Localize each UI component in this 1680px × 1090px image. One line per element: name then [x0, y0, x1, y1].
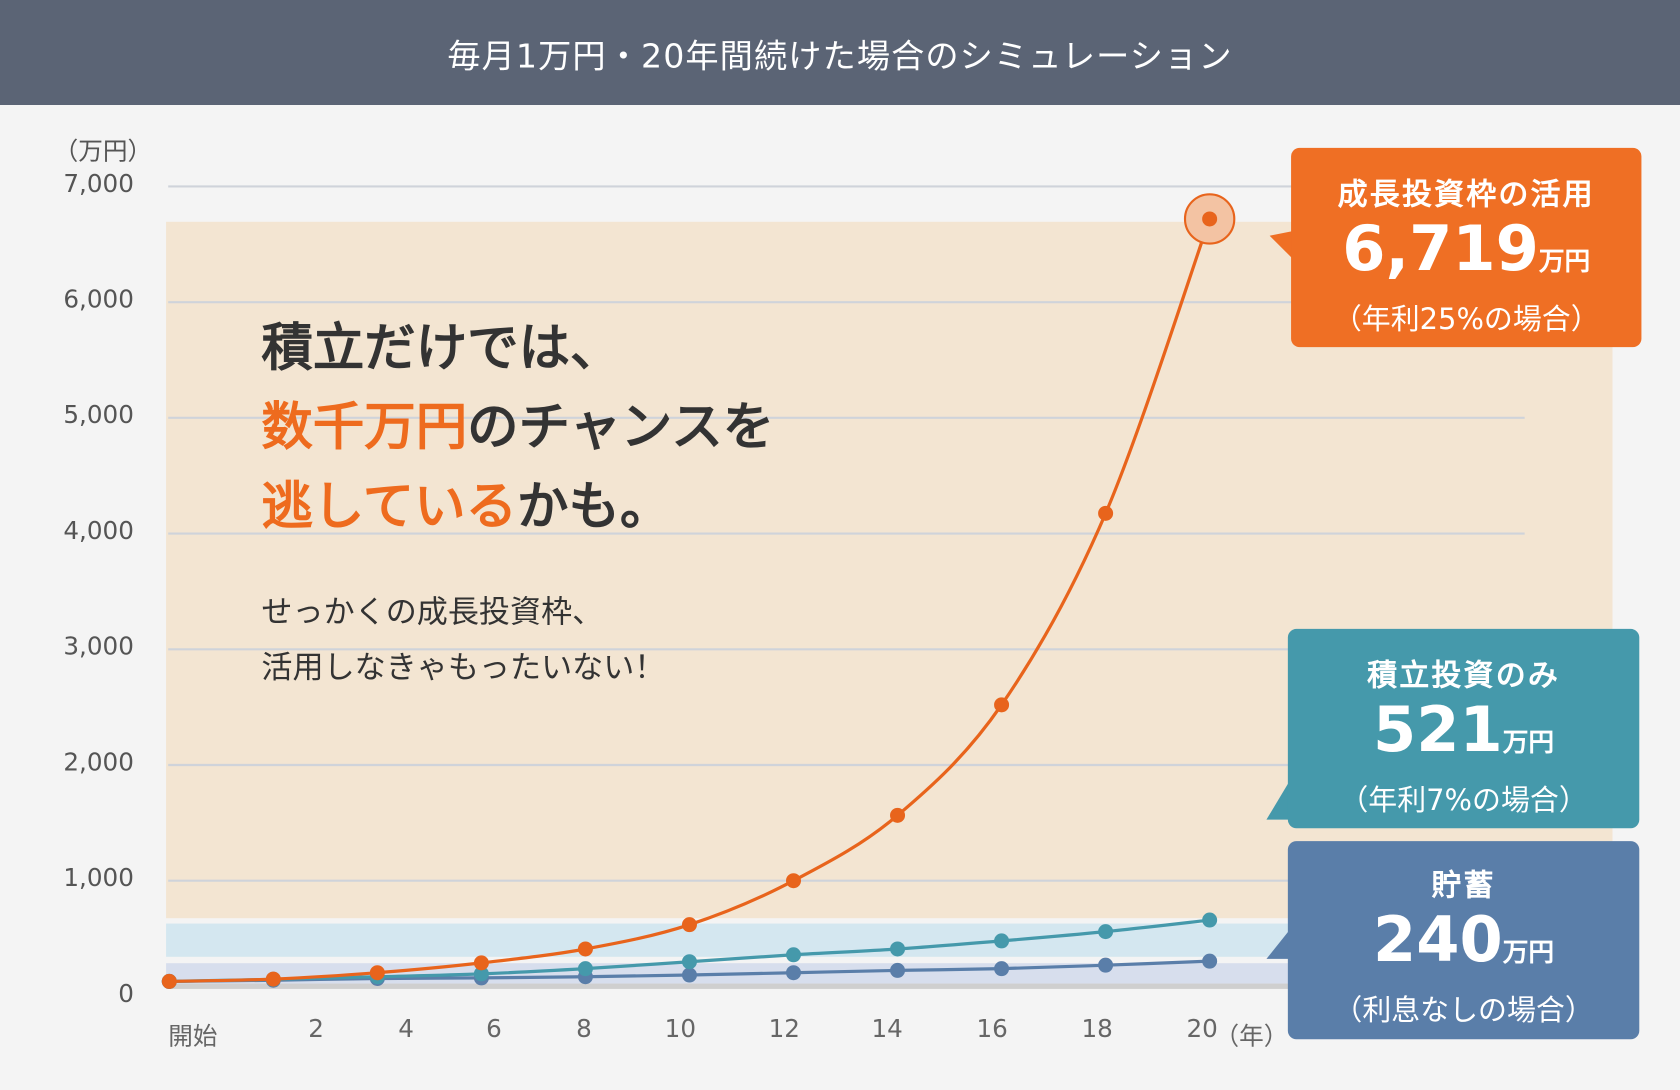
data-point: [681, 967, 697, 983]
y-tick-label: 0: [118, 980, 134, 1009]
callout-tail-growth: [1269, 230, 1297, 263]
callout-value: 240: [1372, 903, 1503, 977]
y-tick-label: 7,000: [63, 170, 134, 199]
x-tick-label: 10: [664, 1015, 697, 1044]
x-tick-label: 6: [486, 1015, 502, 1044]
headline-line-3: かも。: [517, 476, 672, 537]
data-point: [1202, 953, 1218, 969]
baseline-band: [166, 983, 1292, 989]
data-point: [577, 961, 593, 977]
x-tick-label: 12: [768, 1015, 800, 1044]
data-point: [473, 955, 489, 971]
data-point: [1202, 912, 1218, 928]
data-point: [1098, 505, 1114, 521]
x-tick-label: 2: [308, 1015, 324, 1044]
subtext: せっかくの成長投資枠、 活用しなきゃもったいない！: [261, 584, 665, 695]
x-axis-unit: （年）: [1214, 1023, 1289, 1052]
callout-note: （年利7%の場合）: [1339, 784, 1588, 818]
callout-value: 6,719: [1342, 212, 1539, 286]
headline-line-1: 積立だけでは、: [261, 318, 622, 379]
y-tick-label: 1,000: [63, 864, 134, 893]
data-point: [1202, 211, 1218, 227]
data-point: [890, 941, 906, 957]
series-line-0: [169, 218, 1212, 983]
x-tick-label: 14: [871, 1015, 903, 1044]
data-point: [161, 973, 177, 989]
callout-unit: 万円: [1502, 937, 1555, 968]
data-point: [681, 917, 697, 933]
x-tick-label: 20: [1186, 1015, 1218, 1044]
data-point: [369, 965, 385, 981]
headline: 積立だけでは、 数千万円のチャンスを 逃しているかも。: [261, 309, 774, 547]
x-tick-label: 開始: [168, 1023, 218, 1052]
x-tick-label: 4: [398, 1015, 414, 1044]
callout-growth: 成長投資枠の活用 6,719万円 （年利25%の場合）: [1291, 147, 1642, 348]
data-point: [265, 971, 281, 987]
callout-tail-savings: [1266, 926, 1293, 959]
x-tick-label: 18: [1081, 1015, 1113, 1044]
data-point: [1098, 924, 1114, 940]
data-point: [890, 807, 906, 823]
data-point: [994, 933, 1010, 949]
data-point: [1098, 957, 1114, 973]
callout-title: 成長投資枠の活用: [1337, 176, 1595, 213]
subtext-line-1: せっかくの成長投資枠、: [261, 593, 604, 631]
y-tick-label: 3,000: [63, 633, 134, 662]
data-point: [994, 697, 1010, 713]
data-point: [473, 966, 489, 982]
data-point: [786, 947, 802, 963]
callout-unit: 万円: [1538, 246, 1591, 277]
y-tick-label: 5,000: [63, 401, 134, 430]
y-tick-label: 2,000: [63, 748, 134, 777]
callout-tsumitate: 積立投資のみ 521万円 （年利7%の場合）: [1287, 628, 1640, 829]
callout-note: （年利25%の場合）: [1332, 303, 1600, 337]
page-title: 毎月1万円・20年間続けた場合のシミュレーション: [0, 0, 1680, 106]
callout-note: （利息なしの場合）: [1333, 994, 1594, 1028]
x-tick-label: 8: [576, 1015, 592, 1044]
data-point: [786, 873, 802, 889]
data-point: [994, 961, 1010, 977]
y-tick-label: 4,000: [63, 517, 134, 546]
x-tick-label: 16: [976, 1015, 1008, 1044]
data-point: [890, 962, 906, 978]
y-axis-unit: （万円）: [53, 138, 153, 167]
callout-title: 貯蓄: [1431, 867, 1496, 904]
data-point: [577, 941, 593, 957]
y-tick-label: 6,000: [63, 286, 134, 314]
callout-savings: 貯蓄 240万円 （利息なしの場合）: [1287, 841, 1640, 1040]
data-point: [681, 954, 697, 970]
callout-tail-tsumitate: [1266, 776, 1293, 820]
headline-highlight-1: 数千万円: [261, 397, 468, 458]
data-point: [786, 965, 802, 981]
headline-highlight-2: 逃している: [261, 476, 518, 537]
headline-line-2: のチャンスを: [467, 397, 775, 458]
subtext-line-2: 活用しなきゃもったいない！: [261, 649, 666, 686]
callout-title: 積立投資のみ: [1367, 657, 1561, 694]
callout-value: 521: [1372, 693, 1503, 767]
callout-unit: 万円: [1502, 727, 1555, 758]
